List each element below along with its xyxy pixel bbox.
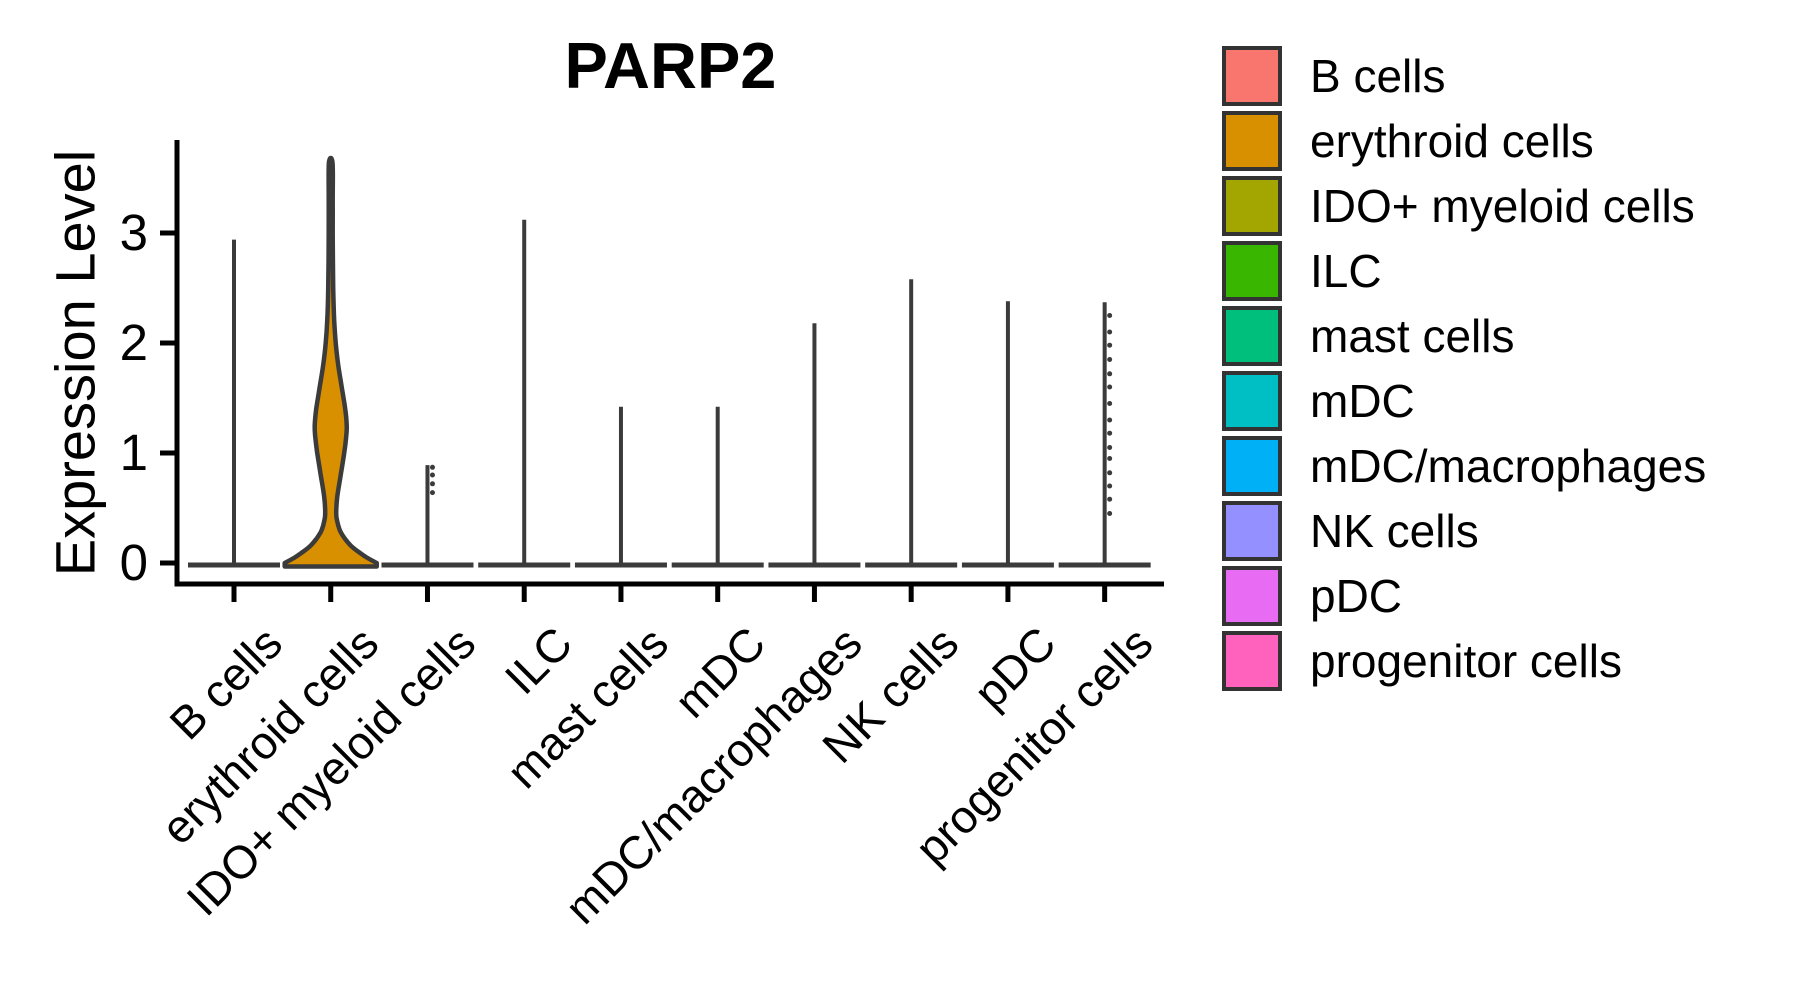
- legend-swatch-icon: [1222, 436, 1282, 496]
- jitter-point: [1107, 496, 1113, 502]
- legend-swatch-icon: [1222, 111, 1282, 171]
- legend-item: IDO+ myeloid cells: [1222, 176, 1706, 236]
- jitter-point: [1107, 511, 1113, 516]
- legend-swatch-icon: [1222, 46, 1282, 106]
- jitter-point: [1107, 445, 1113, 450]
- y-tick-label: 2: [119, 314, 148, 371]
- legend-item: B cells: [1222, 46, 1706, 106]
- legend-swatch-icon: [1222, 566, 1282, 626]
- legend-item: mDC/macrophages: [1222, 436, 1706, 496]
- jitter-point: [1107, 430, 1113, 436]
- legend-item: mast cells: [1222, 306, 1706, 366]
- jitter-point: [1107, 401, 1113, 406]
- legend-label: progenitor cells: [1310, 635, 1622, 687]
- jitter-point: [1107, 456, 1113, 461]
- legend-item: progenitor cells: [1222, 631, 1706, 691]
- jitter-point: [1107, 470, 1113, 476]
- jitter-point: [1107, 357, 1113, 362]
- legend-item: ILC: [1222, 241, 1706, 301]
- legend-label: NK cells: [1310, 505, 1479, 557]
- legend-swatch-icon: [1222, 306, 1282, 366]
- jitter-point: [429, 464, 435, 470]
- legend-label: B cells: [1310, 50, 1446, 102]
- legend-label: ILC: [1310, 245, 1382, 297]
- jitter-point: [1107, 483, 1113, 489]
- legend-swatch-icon: [1222, 241, 1282, 301]
- y-tick-label: 0: [119, 534, 148, 591]
- y-tick-label: 1: [119, 424, 148, 481]
- jitter-point: [1107, 329, 1113, 335]
- jitter-point: [1107, 313, 1113, 318]
- legend-swatch-icon: [1222, 631, 1282, 691]
- legend: B cells erythroid cells IDO+ myeloid cells…: [1222, 46, 1706, 696]
- violin-erythroid-cells: [282, 155, 379, 569]
- legend-item: mDC: [1222, 371, 1706, 431]
- jitter-point: [429, 490, 435, 496]
- legend-label: pDC: [1310, 570, 1403, 622]
- legend-item: pDC: [1222, 566, 1706, 626]
- jitter-point: [1107, 371, 1113, 377]
- legend-swatch-icon: [1222, 371, 1282, 431]
- legend-label: mDC/macrophages: [1310, 440, 1707, 492]
- legend-item: NK cells: [1222, 501, 1706, 561]
- jitter-point: [429, 481, 435, 487]
- legend-swatch-icon: [1222, 501, 1282, 561]
- legend-label: erythroid cells: [1310, 115, 1594, 167]
- jitter-point: [1107, 384, 1113, 390]
- legend-swatch-icon: [1222, 176, 1282, 236]
- legend-label: IDO+ myeloid cells: [1310, 180, 1695, 232]
- jitter-point: [429, 472, 435, 478]
- jitter-point: [1107, 342, 1113, 348]
- legend-label: mDC: [1310, 375, 1415, 427]
- jitter-point: [1107, 417, 1113, 423]
- legend-item: erythroid cells: [1222, 111, 1706, 171]
- y-tick-label: 3: [119, 204, 148, 261]
- chart-title: PARP2: [564, 29, 777, 102]
- legend-label: mast cells: [1310, 310, 1515, 362]
